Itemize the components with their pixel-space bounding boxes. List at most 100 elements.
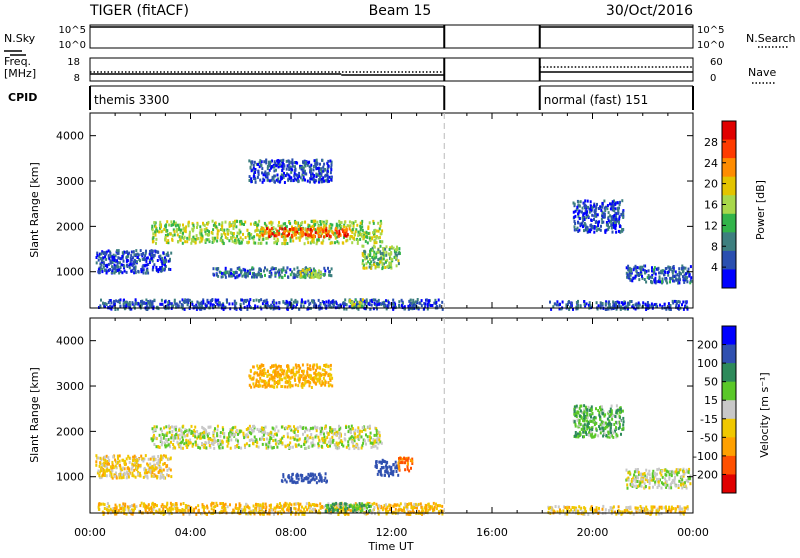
heatmap-cell [364,428,366,431]
heatmap-cell [325,179,327,182]
heatmap-cell [657,268,659,271]
heatmap-cell [343,232,345,235]
heatmap-cell [100,299,102,302]
heatmap-cell [315,231,317,234]
heatmap-cell [227,445,229,448]
heatmap-cell [291,227,293,230]
heatmap-cell [383,301,385,304]
heatmap-cell [117,264,119,267]
heatmap-cell [191,425,193,428]
heatmap-cell [339,434,341,437]
heatmap-cell [105,253,107,256]
heatmap-cell [169,431,171,434]
heatmap-cell [395,508,397,511]
heatmap-cell [388,262,390,265]
heatmap-cell [439,304,441,307]
heatmap-cell [296,174,298,177]
heatmap-cell [321,178,323,181]
heatmap-cell [241,242,243,245]
heatmap-cell [257,428,259,431]
heatmap-cell [378,470,380,473]
heatmap-cell [308,274,310,277]
colorbar-tick-label: 4 [711,261,718,274]
heatmap-cell [313,220,315,223]
heatmap-cell [284,181,286,184]
heatmap-cell [154,230,156,233]
heatmap-cell [388,304,390,307]
heatmap-cell [226,298,228,301]
heatmap-cell [291,481,293,484]
heatmap-cell [368,505,370,508]
heatmap-cell [129,509,131,512]
heatmap-cell [627,302,629,305]
heatmap-cell [273,435,275,438]
heatmap-cell [584,303,586,306]
heatmap-cell [107,502,109,505]
heatmap-cell [175,428,177,431]
heatmap-cell [251,169,253,172]
heatmap-cell [300,222,302,225]
heatmap-cell [675,274,677,277]
heatmap-cell [390,467,392,470]
heatmap-cell [151,302,153,305]
heatmap-cell [310,170,312,173]
heatmap-cell [395,461,397,464]
heatmap-cell [574,225,576,228]
heatmap-cell [303,275,305,278]
heatmap-cell [273,299,275,302]
heatmap-cell [216,303,218,306]
heatmap-cell [597,224,599,227]
heatmap-cell [382,247,384,250]
heatmap-cell [369,439,371,442]
heatmap-cell [275,240,277,243]
heatmap-cell [339,221,341,224]
heatmap-cell [380,222,382,225]
heatmap-cell [175,222,177,225]
heatmap-cell [344,234,346,237]
heatmap-cell [398,262,400,265]
heatmap-cell [265,159,267,162]
heatmap-cell [577,221,579,224]
heatmap-cell [295,443,297,446]
heatmap-cell [412,299,414,302]
heatmap-cell [366,231,368,234]
heatmap-cell [303,479,305,482]
heatmap-cell [620,213,622,216]
heatmap-cell [612,200,614,203]
heatmap-cell [669,267,671,270]
heatmap-cell [613,214,615,217]
heatmap-cell [250,167,252,170]
heatmap-cell [278,301,280,304]
heatmap-cell [245,503,247,506]
heatmap-cell [288,233,290,236]
heatmap-cell [412,302,414,305]
heatmap-cell [436,507,438,510]
heatmap-cell [277,174,279,177]
heatmap-cell [106,272,108,275]
heatmap-cell [316,426,318,429]
heatmap-cell [234,446,236,449]
heatmap-cell [578,210,580,213]
heatmap-cell [275,302,277,305]
heatmap-cell [311,220,313,223]
heatmap-cell [381,240,383,243]
heatmap-cell [651,276,653,279]
heatmap-cell [230,438,232,441]
heatmap-cell [612,231,614,234]
heatmap-cell [136,302,138,305]
heatmap-cell [163,261,165,264]
heatmap-cell [396,246,398,249]
heatmap-cell [589,208,591,211]
heatmap-cell [254,161,256,164]
heatmap-cell [644,272,646,275]
heatmap-cell [308,268,310,271]
heatmap-cell [172,443,174,446]
heatmap-cell [223,436,225,439]
heatmap-cell [122,502,124,505]
heatmap-cell [168,508,170,511]
heatmap-cell [216,274,218,277]
heatmap-cell [151,257,153,260]
heatmap-cell [263,438,265,441]
heatmap-cell [291,235,293,238]
heatmap-cell [367,241,369,244]
